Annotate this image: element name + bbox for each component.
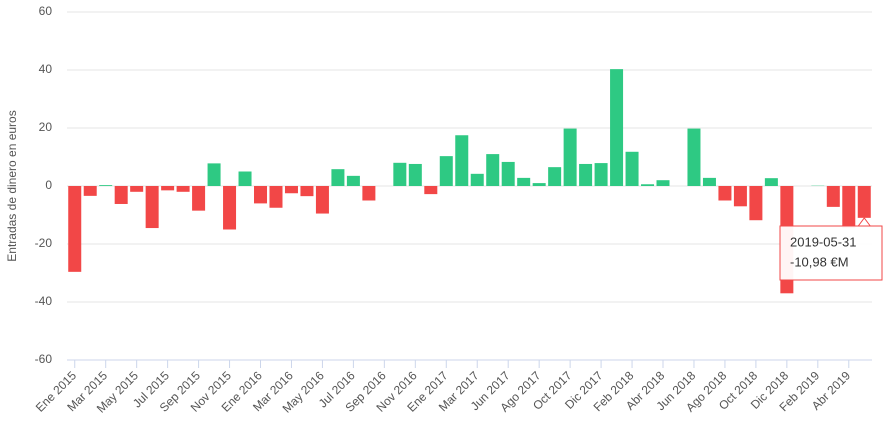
y-tick-label: 20: [39, 120, 53, 134]
bar: [207, 163, 221, 186]
tooltip-value: -10,98 €M: [790, 254, 849, 269]
bar: [470, 173, 484, 186]
bar: [548, 167, 562, 186]
bar: [501, 161, 515, 186]
bar: [455, 135, 469, 186]
bar: [826, 186, 840, 207]
bar: [625, 151, 639, 186]
bar: [161, 186, 175, 191]
bar: [68, 186, 82, 272]
bar: [393, 162, 407, 186]
bar: [687, 128, 701, 186]
bar: [718, 186, 732, 201]
bar: [145, 186, 159, 229]
bar: [702, 177, 716, 186]
bar: [517, 177, 531, 186]
bar: [733, 186, 747, 207]
bar: [579, 163, 593, 186]
bar: [254, 186, 268, 204]
bar: [346, 175, 360, 186]
bar: [269, 186, 283, 208]
bar: [424, 186, 438, 195]
bar: [656, 180, 670, 186]
bar: [83, 186, 97, 196]
bar: [223, 186, 237, 230]
bar: [238, 171, 252, 186]
y-tick-label: 40: [39, 62, 53, 76]
bar: [439, 156, 453, 186]
tooltip-date: 2019-05-31: [790, 234, 857, 249]
y-tick-label: 60: [39, 4, 53, 18]
y-tick-label: -60: [35, 352, 53, 366]
y-tick-label: -20: [35, 236, 53, 250]
bar: [594, 163, 608, 186]
bar: [486, 154, 500, 186]
bar: [192, 186, 206, 211]
bar: [563, 128, 577, 186]
bar: [176, 186, 190, 192]
bar: [284, 186, 298, 194]
tooltip-box: [779, 217, 883, 281]
bar: [532, 183, 546, 186]
bar: [764, 178, 778, 186]
bar: [749, 186, 763, 221]
bar: [362, 186, 376, 201]
bar: [300, 186, 314, 197]
y-tick-label: -40: [35, 294, 53, 308]
bar: [408, 163, 422, 186]
tooltip: 2019-05-31 -10,98 €M: [779, 217, 883, 281]
bar: [130, 186, 144, 192]
bar: [99, 185, 113, 186]
y-tick-label: 0: [45, 178, 52, 192]
bar: [610, 69, 624, 186]
bar: [114, 186, 128, 204]
bar: [842, 186, 856, 229]
y-axis-title: Entradas de dinero en euros: [5, 110, 19, 261]
bar: [641, 184, 655, 186]
bar: [857, 186, 871, 218]
bar: [315, 186, 329, 214]
bar: [331, 169, 345, 186]
